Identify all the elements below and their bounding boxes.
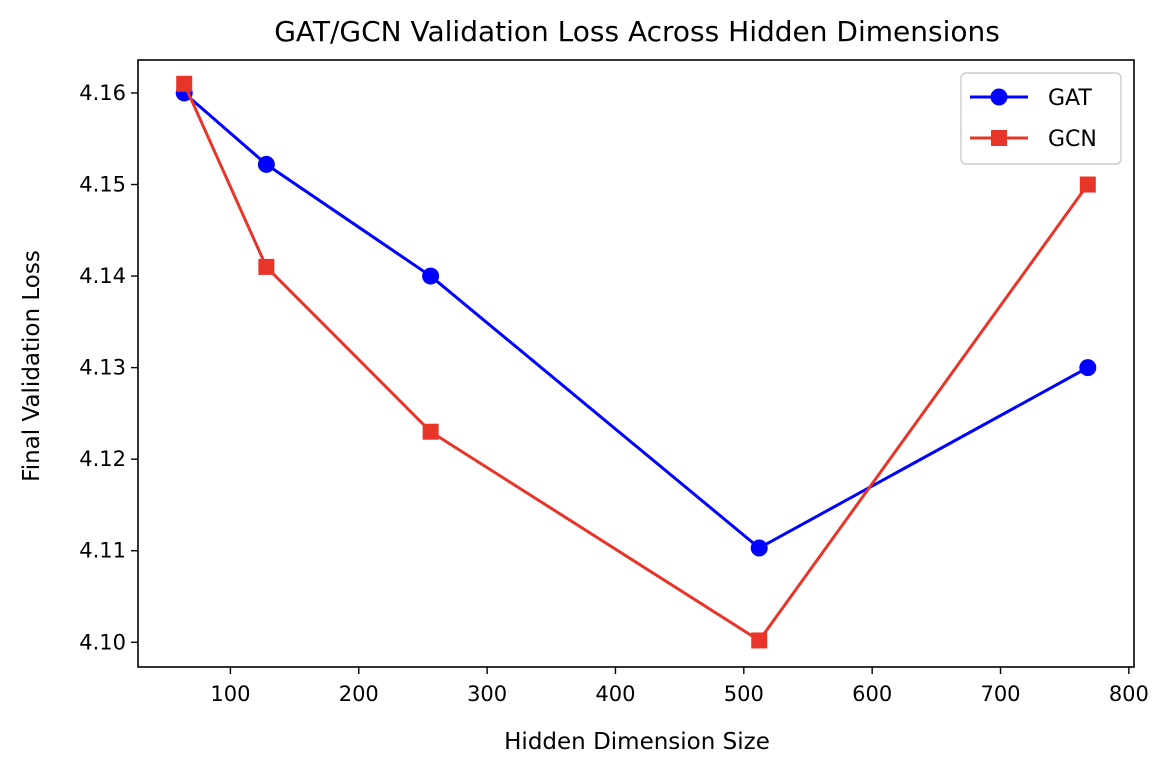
x-tick-label: 500	[724, 682, 764, 706]
legend-marker-gat	[990, 88, 1008, 106]
legend: GAT GCN	[960, 72, 1122, 165]
series-layer	[175, 75, 1097, 649]
legend-box	[960, 72, 1122, 165]
legend-items: GAT GCN	[970, 86, 1097, 152]
x-tick-label: 800	[1109, 682, 1149, 706]
data-point-gat	[422, 267, 440, 285]
y-tick-label: 4.12	[79, 447, 126, 471]
chart-title: GAT/GCN Validation Loss Across Hidden Di…	[274, 15, 1000, 48]
series-line-gcn	[182, 83, 1090, 642]
x-tick-label: 200	[339, 682, 379, 706]
x-tick-label: 100	[210, 682, 250, 706]
y-tick-label: 4.15	[79, 173, 126, 197]
data-point-gat	[1079, 359, 1097, 377]
x-axis: 100 200 300 400 500 600 700 800	[210, 667, 1149, 706]
y-tick-label: 4.10	[79, 630, 126, 654]
legend-label-gcn: GCN	[1048, 127, 1097, 152]
y-axis-label: Final Validation Loss	[19, 250, 45, 482]
series-gcn	[176, 75, 1096, 649]
legend-entry-gcn: GCN	[970, 127, 1097, 152]
data-point-gcn	[176, 75, 193, 92]
data-point-gat	[257, 155, 275, 173]
y-tick-label: 4.11	[79, 539, 126, 563]
y-tick-label: 4.13	[79, 356, 126, 380]
data-point-gcn	[422, 423, 439, 440]
y-axis: 4.10 4.11 4.12 4.13 4.14 4.15 4.16	[79, 81, 138, 654]
series-gat	[175, 84, 1097, 557]
x-tick-label: 400	[595, 682, 635, 706]
data-point-gat	[750, 539, 768, 557]
x-tick-label: 600	[852, 682, 892, 706]
legend-entry-gat: GAT	[970, 86, 1092, 111]
legend-label-gat: GAT	[1048, 86, 1092, 111]
plot-frame	[137, 59, 1135, 668]
data-point-gcn	[258, 258, 275, 275]
data-point-gcn	[751, 632, 768, 649]
y-tick-label: 4.16	[79, 81, 126, 105]
x-axis-label: Hidden Dimension Size	[504, 729, 770, 755]
data-point-gcn	[1079, 176, 1096, 193]
y-tick-label: 4.14	[79, 264, 126, 288]
legend-marker-gcn	[991, 130, 1007, 146]
x-tick-label: 700	[980, 682, 1020, 706]
x-tick-label: 300	[467, 682, 507, 706]
plot-area: 100 200 300 400 500 600 700 800 4.104.114.124.1…	[79, 59, 1149, 706]
